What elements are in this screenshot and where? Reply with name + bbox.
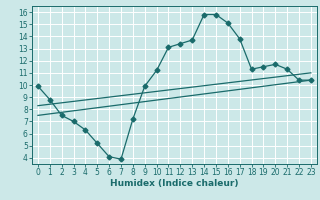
X-axis label: Humidex (Indice chaleur): Humidex (Indice chaleur) <box>110 179 239 188</box>
